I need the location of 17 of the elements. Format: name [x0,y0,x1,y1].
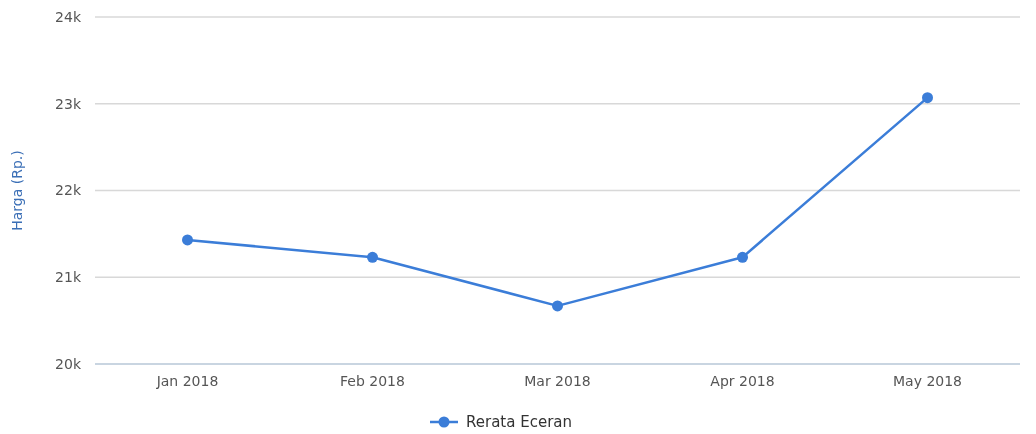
legend-label: Rerata Eceran [466,413,572,432]
x-tick-label: Mar 2018 [524,373,591,389]
point [182,234,193,246]
point [737,251,748,263]
y-tick-label: 20k [55,355,82,372]
point [367,251,378,263]
point [922,92,933,104]
x-tick-label: May 2018 [892,373,963,389]
y-axis-title: Harga (Rp.) [9,150,25,231]
point [552,300,563,312]
y-tick-label: 23k [55,95,82,112]
y-tick-label: 24k [55,8,82,25]
x-tick-label: Apr 2018 [710,373,775,389]
x-tick-label: Feb 2018 [340,373,405,389]
y-tick-label: 21k [55,269,82,286]
x-tick-label: Jan 2018 [155,373,219,389]
y-tick-label: 22k [55,182,82,199]
